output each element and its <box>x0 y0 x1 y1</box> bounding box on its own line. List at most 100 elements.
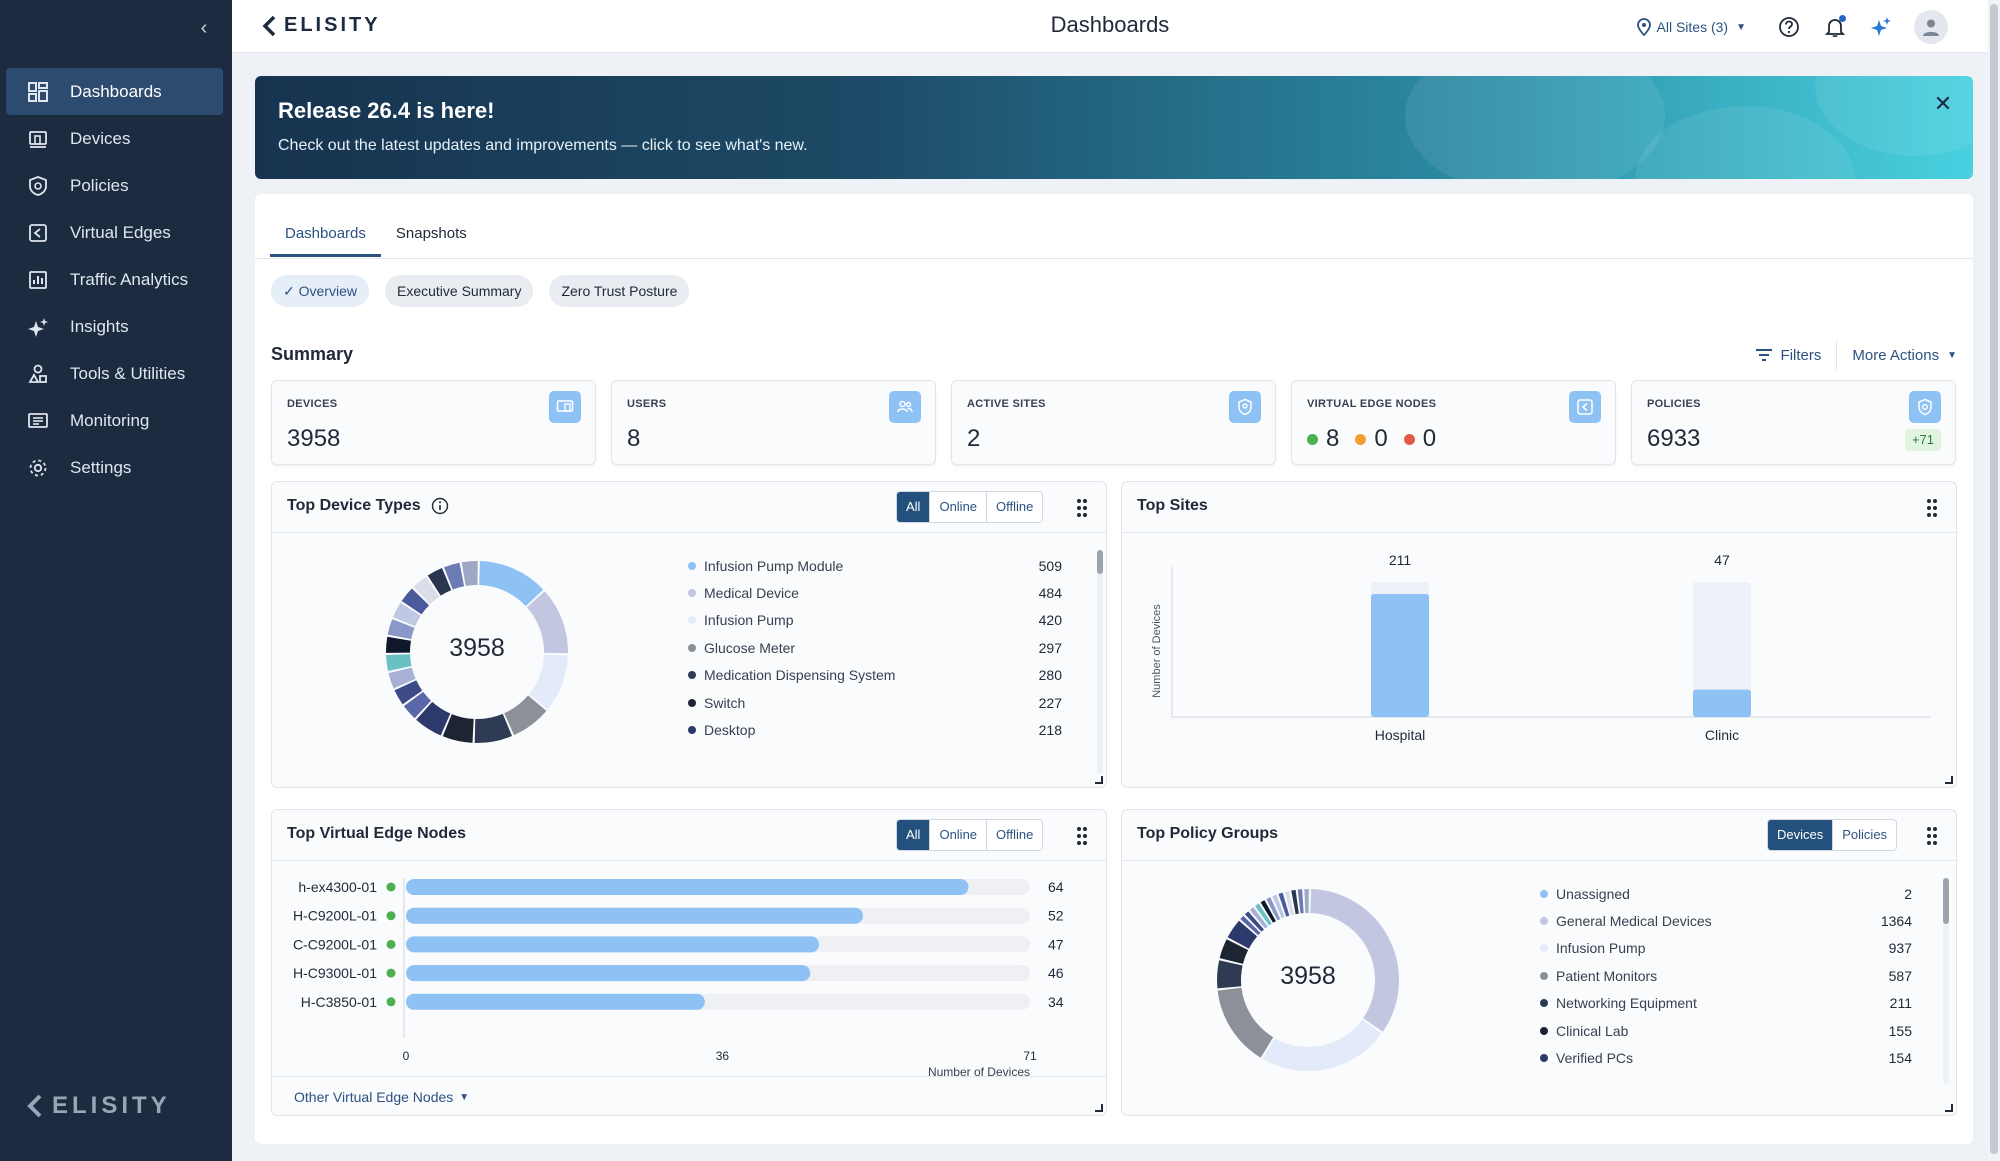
drag-handle-icon[interactable] <box>1922 825 1942 847</box>
site-selector[interactable]: All Sites (3) ▼ <box>1636 18 1746 36</box>
device-types-donut-chart[interactable] <box>377 552 577 752</box>
donut-slice[interactable] <box>1262 1019 1382 1071</box>
help-icon[interactable] <box>1776 14 1802 40</box>
filter-online[interactable]: Online <box>930 492 988 522</box>
donut-slice[interactable] <box>1266 897 1281 921</box>
legend-item[interactable]: Switch 227 <box>688 689 1062 716</box>
resize-handle[interactable] <box>1095 1104 1103 1112</box>
filter-all[interactable]: All <box>897 820 931 850</box>
legend-scrollbar-thumb[interactable] <box>1943 878 1949 924</box>
chip-zero-trust-posture[interactable]: Zero Trust Posture <box>549 275 690 307</box>
bar[interactable] <box>406 936 820 953</box>
donut-slice[interactable] <box>461 561 478 586</box>
collapse-sidebar-icon[interactable]: ‹ <box>200 17 208 39</box>
donut-slice[interactable] <box>1249 907 1268 929</box>
tab-snapshots[interactable]: Snapshots <box>395 225 467 242</box>
ai-assistant-icon[interactable] <box>1868 14 1894 40</box>
top-sites-bar-chart[interactable]: Number of Devices 211 Hospital 47 Clinic <box>1122 537 1958 787</box>
sidebar-item-policies[interactable]: Policies <box>6 162 223 209</box>
sidebar-item-dashboards[interactable]: Dashboards <box>6 68 223 115</box>
donut-slice[interactable] <box>1240 915 1261 936</box>
legend-item[interactable]: Clinical Lab 155 <box>1540 1017 1912 1044</box>
legend-item[interactable]: Verified PCs 154 <box>1540 1044 1912 1071</box>
donut-slice[interactable] <box>392 602 421 627</box>
policy-groups-donut-chart[interactable] <box>1208 880 1408 1080</box>
legend-item[interactable]: General Medical Devices 1364 <box>1540 907 1912 934</box>
donut-slice[interactable] <box>526 591 568 654</box>
chip-overview[interactable]: ✓ Overview <box>271 275 369 307</box>
donut-slice[interactable] <box>478 561 544 607</box>
filter-policies[interactable]: Policies <box>1842 827 1888 842</box>
bar[interactable] <box>1693 689 1751 717</box>
donut-slice[interactable] <box>1219 939 1249 965</box>
filter-offline[interactable]: Offline <box>996 499 1034 514</box>
donut-slice[interactable] <box>1260 900 1276 923</box>
brand-logo[interactable]: ELISITY <box>262 14 381 37</box>
legend-item[interactable]: Glucose Meter 297 <box>688 634 1062 661</box>
resize-handle[interactable] <box>1945 1104 1953 1112</box>
legend-scrollbar[interactable] <box>1097 550 1103 774</box>
donut-slice[interactable] <box>1227 920 1258 949</box>
legend-item[interactable]: Desktop 218 <box>688 716 1062 743</box>
chip-executive-summary[interactable]: Executive Summary <box>384 275 534 307</box>
donut-slice[interactable] <box>403 691 432 719</box>
sidebar-item-settings[interactable]: Settings <box>6 444 223 491</box>
drag-handle-icon[interactable] <box>1072 825 1092 847</box>
other-virtual-edge-nodes-link[interactable]: Other Virtual Edge Nodes ▼ <box>294 1089 469 1105</box>
donut-slice[interactable] <box>1244 911 1265 932</box>
info-icon[interactable] <box>431 497 449 515</box>
donut-slice[interactable] <box>528 654 568 710</box>
page-scrollbar-thumb[interactable] <box>1990 4 1998 1154</box>
donut-slice[interactable] <box>386 653 412 672</box>
virtual-edge-nodes-bar-chart[interactable]: h-ex4300-01 64 H-C9200L-01 52 C-C9200L-01 47 H… <box>272 870 1108 1080</box>
bar[interactable] <box>406 879 969 895</box>
filters-button[interactable]: Filters <box>1755 340 1838 370</box>
stat-card-policies[interactable]: POLICIES 6933 +71 <box>1631 380 1956 465</box>
filter-devices[interactable]: Devices <box>1768 820 1834 850</box>
drag-handle-icon[interactable] <box>1922 497 1942 519</box>
resize-handle[interactable] <box>1945 776 1953 784</box>
filter-online[interactable]: Online <box>930 820 988 850</box>
donut-slice[interactable] <box>386 636 411 653</box>
bar[interactable] <box>1371 594 1429 717</box>
notifications-icon[interactable] <box>1822 14 1848 40</box>
donut-slice[interactable] <box>1291 889 1299 915</box>
legend-item[interactable]: Infusion Pump 937 <box>1540 935 1912 962</box>
release-banner[interactable]: Release 26.4 is here! Check out the late… <box>255 76 1973 179</box>
stat-card-devices[interactable]: DEVICES 3958 <box>271 380 596 465</box>
stat-card-active-sites[interactable]: ACTIVE SITES 2 <box>951 380 1276 465</box>
legend-scrollbar-thumb[interactable] <box>1097 550 1103 574</box>
donut-slice[interactable] <box>1255 903 1272 926</box>
donut-slice[interactable] <box>1278 892 1290 917</box>
stat-card-users[interactable]: USERS 8 <box>611 380 936 465</box>
drag-handle-icon[interactable] <box>1072 497 1092 519</box>
close-icon[interactable]: ✕ <box>1933 91 1953 116</box>
sidebar-item-devices[interactable]: Devices <box>6 115 223 162</box>
sidebar-item-insights[interactable]: Insights <box>6 303 223 350</box>
donut-slice[interactable] <box>427 568 452 596</box>
legend-item[interactable]: Networking Equipment 211 <box>1540 990 1912 1017</box>
legend-item[interactable]: Patient Monitors 587 <box>1540 962 1912 989</box>
donut-slice[interactable] <box>388 667 416 689</box>
donut-slice[interactable] <box>442 713 475 743</box>
donut-slice[interactable] <box>1284 890 1295 916</box>
filter-offline[interactable]: Offline <box>996 827 1034 842</box>
sidebar-item-tools-utilities[interactable]: Tools & Utilities <box>6 350 223 397</box>
sidebar-item-monitoring[interactable]: Monitoring <box>6 397 223 444</box>
sidebar-item-traffic-analytics[interactable]: Traffic Analytics <box>6 256 223 303</box>
donut-slice[interactable] <box>1217 960 1243 989</box>
more-actions-button[interactable]: More Actions ▼ <box>1837 347 1957 364</box>
legend-item[interactable]: Infusion Pump Module 509 <box>688 552 1062 579</box>
donut-slice[interactable] <box>474 713 513 743</box>
tab-dashboards[interactable]: Dashboards <box>270 224 381 257</box>
bar[interactable] <box>406 993 705 1010</box>
donut-slice[interactable] <box>503 695 547 736</box>
legend-scrollbar[interactable] <box>1943 878 1949 1084</box>
legend-item[interactable]: Medical Device 484 <box>688 579 1062 606</box>
legend-item[interactable]: Unassigned 2 <box>1540 880 1912 907</box>
donut-slice[interactable] <box>1217 987 1274 1058</box>
stat-card-virtual-edge-nodes[interactable]: VIRTUAL EDGE NODES 8 0 0 <box>1291 380 1616 465</box>
filter-all[interactable]: All <box>897 492 931 522</box>
donut-slice[interactable] <box>401 588 430 615</box>
donut-slice[interactable] <box>416 701 451 736</box>
